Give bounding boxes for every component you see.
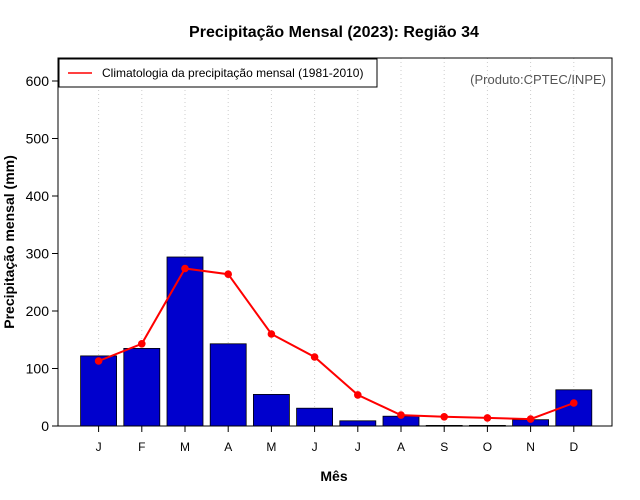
climatology-point: [181, 264, 189, 273]
climatology-point: [570, 399, 578, 407]
climatology-point: [310, 353, 319, 361]
y-tick-label: 400: [26, 188, 50, 204]
x-tick-label: J: [355, 440, 361, 454]
climatology-line: [94, 264, 578, 423]
y-tick-label: 600: [26, 73, 50, 89]
x-tick-label: J: [96, 440, 102, 454]
grid-lines: [98, 58, 575, 426]
x-tick-label: M: [180, 440, 190, 454]
x-tick-label: J: [312, 440, 318, 454]
climatology-point: [526, 415, 535, 423]
y-tick-label: 100: [26, 361, 50, 377]
plot-frame: [57, 57, 613, 427]
climatology-point: [224, 270, 232, 279]
y-axis: 0 100 200 300 400 500 600: [26, 73, 58, 434]
climatology-point: [138, 340, 146, 348]
x-tick-label: N: [526, 440, 535, 454]
y-axis-label: Precipitação mensal (mm): [1, 155, 17, 329]
climatology-point: [440, 413, 449, 421]
x-tick-label: M: [266, 440, 276, 454]
y-tick-label: 500: [26, 131, 50, 147]
legend: Climatologia da precipitação mensal (198…: [58, 58, 378, 88]
bar: [296, 407, 334, 427]
bar: [166, 256, 204, 427]
bar: [252, 393, 290, 427]
chart-title: Precipitação Mensal (2023): Região 34: [189, 24, 479, 41]
y-tick-label: 300: [26, 246, 50, 262]
bar: [209, 343, 247, 427]
y-tick-label: 200: [26, 303, 50, 319]
bar: [123, 347, 161, 427]
y-tick-label: 0: [41, 418, 49, 434]
bar: [80, 355, 117, 427]
legend-box: [58, 58, 378, 88]
climatology-polyline: [98, 267, 575, 421]
climatology-point: [354, 391, 362, 399]
climatology-point: [267, 330, 276, 338]
source-annotation: (Produto:CPTEC/INPE): [470, 72, 606, 87]
x-tick-label: D: [569, 440, 578, 454]
x-axis-label: Mês: [320, 468, 347, 484]
climatology-point: [94, 357, 103, 365]
x-tick-label: F: [138, 440, 145, 454]
climatology-point: [397, 411, 405, 419]
x-tick-label: A: [224, 440, 232, 454]
x-tick-label: A: [397, 440, 405, 454]
bar: [339, 420, 377, 427]
climatology-point: [483, 414, 492, 422]
bars: [80, 256, 593, 427]
legend-label: Climatologia da precipitação mensal (198…: [102, 66, 363, 80]
x-tick-label: O: [483, 440, 492, 454]
x-tick-label: S: [440, 440, 448, 454]
